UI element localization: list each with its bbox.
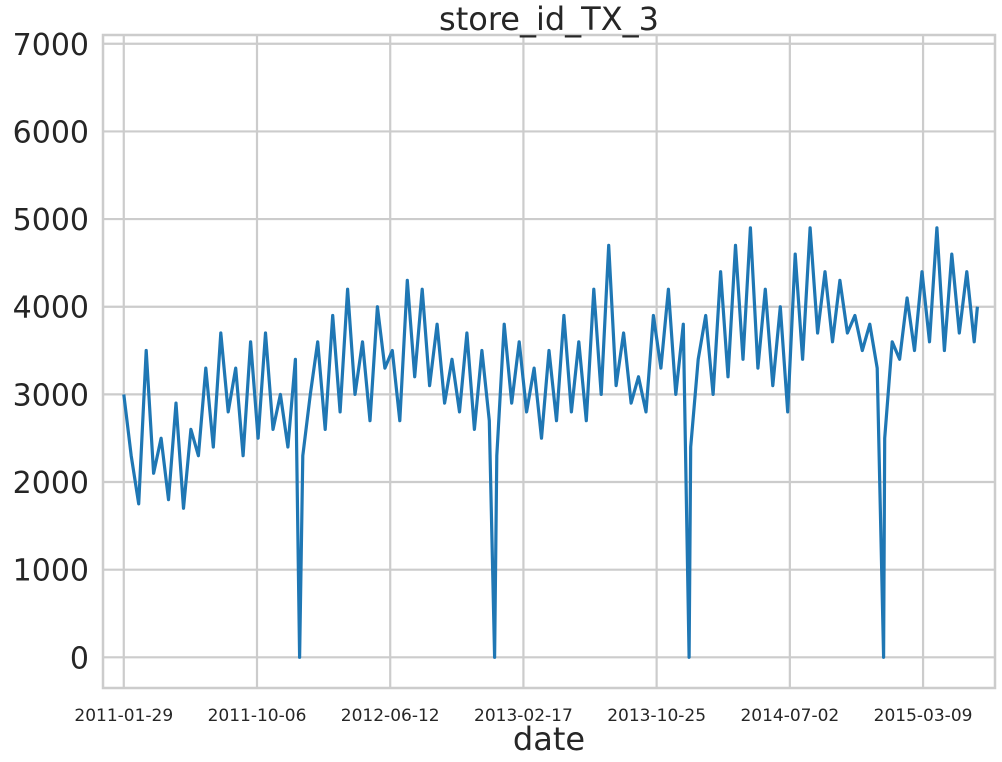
- y-tick-label: 5000: [13, 203, 89, 238]
- y-tick-label: 0: [70, 641, 89, 676]
- y-tick-label: 2000: [13, 466, 89, 501]
- x-axis-ticks: 2011-01-29 2011-10-06 2012-06-12 2013-02-17…: [74, 706, 972, 726]
- y-tick-label: 7000: [13, 28, 89, 63]
- series-line: [122, 226, 979, 659]
- x-tick-label: 2011-01-29: [74, 706, 173, 726]
- x-axis-label: date: [513, 720, 585, 758]
- x-tick-label: 2015-03-09: [874, 706, 973, 726]
- x-tick-label: 2014-07-02: [740, 706, 839, 726]
- x-tick-label: 2013-10-25: [607, 706, 706, 726]
- chart-title: store_id_TX_3: [439, 0, 659, 38]
- x-tick-label: 2013-02-17: [474, 706, 573, 726]
- y-tick-label: 6000: [13, 115, 89, 150]
- x-tick-label: 2011-10-06: [208, 706, 307, 726]
- y-tick-label: 3000: [13, 378, 89, 413]
- plot-frame: [101, 33, 997, 690]
- y-tick-label: 1000: [13, 554, 89, 589]
- y-axis-ticks: 0 1000 2000 3000 4000 5000 6000 7000: [13, 28, 89, 677]
- y-tick-label: 4000: [13, 291, 89, 326]
- x-tick-label: 2012-06-12: [341, 706, 440, 726]
